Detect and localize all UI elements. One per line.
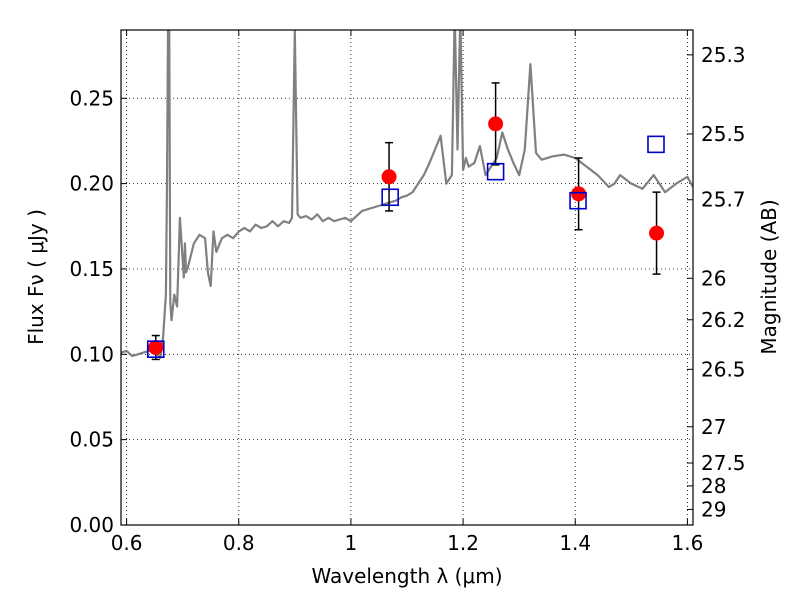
mag-tick-label: 27 — [701, 415, 726, 439]
x-tick-label: 1 — [345, 531, 358, 555]
plot-frame — [120, 29, 694, 526]
observed-point — [148, 339, 164, 355]
x-tick-label: 0.6 — [111, 531, 143, 555]
synthetic-point — [647, 135, 665, 154]
synthetic-point — [569, 191, 587, 210]
mag-tick-label: 26 — [701, 266, 726, 290]
synthetic-point — [486, 162, 505, 181]
y-tick-label: 0.05 — [69, 428, 114, 452]
observed-point — [649, 225, 665, 241]
data-points — [146, 82, 665, 361]
y-tick-label: 0.20 — [69, 172, 114, 196]
x-axis-label: Wavelength λ (μm) — [311, 564, 502, 588]
mag-tick-label: 25.3 — [701, 43, 746, 67]
x-tick-label: 1.4 — [559, 531, 591, 555]
mag-tick-label: 25.7 — [701, 188, 746, 212]
model-spectrum-line — [121, 30, 693, 359]
synthetic-point — [381, 188, 399, 207]
plot-area — [121, 30, 693, 359]
y-tick-label: 0.00 — [69, 513, 114, 537]
mag-tick-label: 27.5 — [701, 451, 746, 475]
y-tick-label: 0.15 — [69, 257, 114, 281]
axes: 0.6 0.8 1 1.2 1.4 1.6 0.00 0.05 0.10 0.15 0.20 0.25… — [69, 30, 746, 555]
y-tick-label: 0.10 — [69, 342, 114, 366]
x-tick-label: 0.8 — [223, 531, 255, 555]
mag-tick-label: 28 — [701, 474, 726, 498]
y-axis-label: Flux Fν ( μJy ) — [24, 209, 48, 345]
x-tick-label: 1.6 — [671, 531, 703, 555]
x-tick-label: 1.2 — [447, 531, 479, 555]
synthetic-point — [146, 340, 165, 358]
mag-tick-label: 26.5 — [701, 357, 746, 381]
observed-point — [488, 116, 504, 132]
mag-tick-label: 26.2 — [701, 308, 746, 332]
y2-axis-label: Magnitude (AB) — [757, 199, 781, 354]
observed-point — [571, 186, 587, 202]
y-tick-label: 0.25 — [69, 86, 114, 110]
observed-point — [381, 169, 397, 185]
mag-tick-label: 25.5 — [701, 122, 746, 146]
grid — [121, 30, 693, 526]
mag-tick-label: 29 — [701, 497, 726, 521]
